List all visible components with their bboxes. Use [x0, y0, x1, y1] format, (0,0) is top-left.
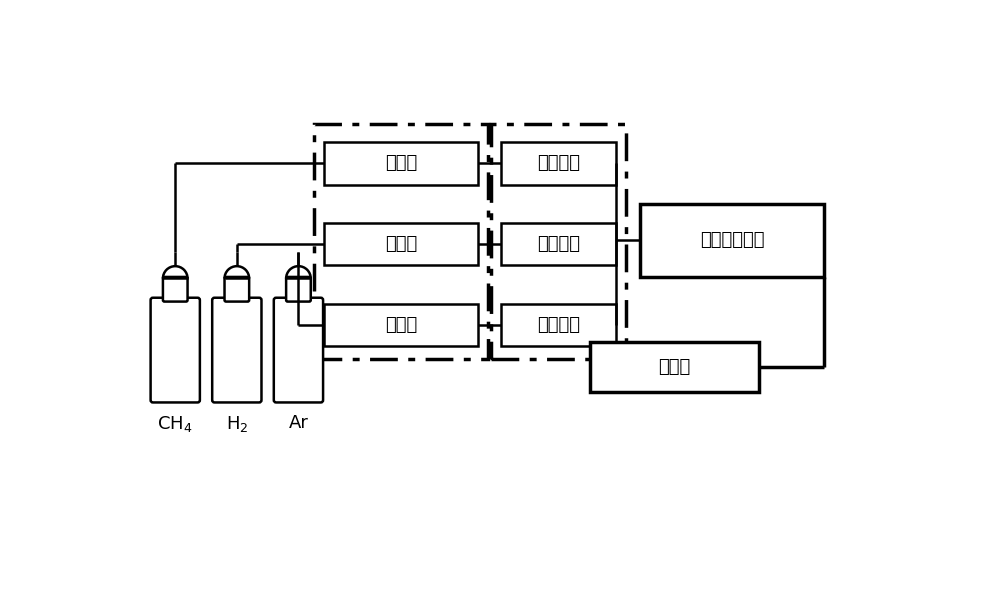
Bar: [501, 304, 616, 346]
Bar: [324, 304, 478, 346]
Text: Ar: Ar: [289, 414, 308, 432]
FancyBboxPatch shape: [163, 277, 188, 302]
Text: 控制阀门: 控制阀门: [537, 316, 580, 334]
Bar: [590, 343, 759, 392]
Bar: [324, 223, 478, 266]
FancyBboxPatch shape: [274, 297, 323, 403]
Text: 流量计: 流量计: [385, 235, 417, 253]
Text: H$_2$: H$_2$: [226, 414, 248, 434]
Text: 控制阀门: 控制阀门: [537, 154, 580, 172]
Text: 流量计: 流量计: [385, 316, 417, 334]
Bar: [640, 204, 824, 277]
FancyBboxPatch shape: [225, 277, 249, 302]
Text: 管式炉: 管式炉: [658, 358, 690, 376]
FancyBboxPatch shape: [286, 277, 311, 302]
Bar: [491, 124, 626, 359]
Text: 控制阀门: 控制阀门: [537, 235, 580, 253]
Bar: [501, 223, 616, 266]
Bar: [314, 124, 488, 359]
Bar: [501, 142, 616, 185]
Text: 流量计: 流量计: [385, 154, 417, 172]
Text: 气体混合装置: 气体混合装置: [700, 231, 764, 249]
FancyBboxPatch shape: [151, 297, 200, 403]
FancyBboxPatch shape: [212, 297, 261, 403]
Text: CH$_4$: CH$_4$: [157, 414, 193, 434]
Bar: [324, 142, 478, 185]
